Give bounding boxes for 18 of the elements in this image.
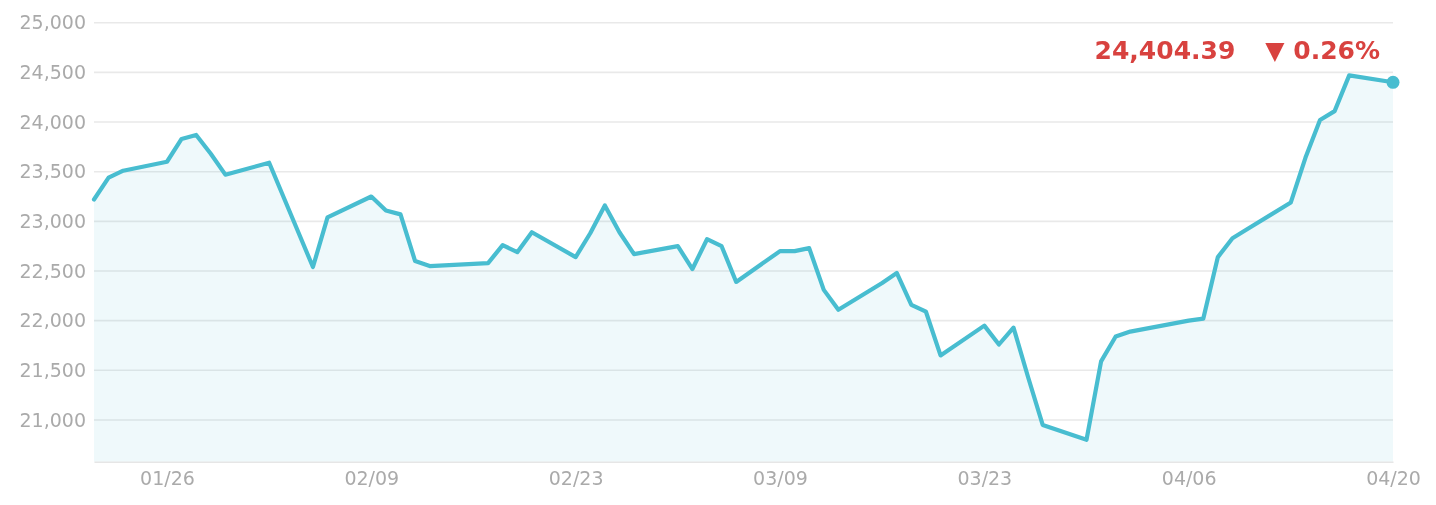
x-tick-label: 02/23 [548, 467, 604, 490]
y-tick-label: 23,000 [19, 209, 86, 232]
y-tick-label: 23,500 [19, 160, 86, 183]
y-tick-label: 24,500 [19, 60, 86, 83]
y-tick-label: 21,000 [19, 408, 86, 431]
y-tick-label: 21,500 [19, 358, 86, 381]
annotation: 24,404.39 [1094, 36, 1236, 65]
y-tick-label: 22,000 [19, 309, 86, 332]
y-tick-label: 24,000 [19, 110, 86, 133]
y-tick-label: 22,500 [19, 259, 86, 282]
y-tick-label: 25,000 [19, 11, 86, 34]
x-tick-label: 03/09 [753, 467, 808, 490]
x-tick-label: 02/09 [344, 467, 400, 490]
x-tick-label: 03/23 [957, 467, 1013, 490]
x-tick-label: 04/06 [1161, 467, 1217, 490]
annotation: ▼ 0.26% [1265, 36, 1380, 65]
x-tick-label: 01/26 [140, 467, 195, 490]
x-tick-label: 04/20 [1366, 467, 1421, 490]
